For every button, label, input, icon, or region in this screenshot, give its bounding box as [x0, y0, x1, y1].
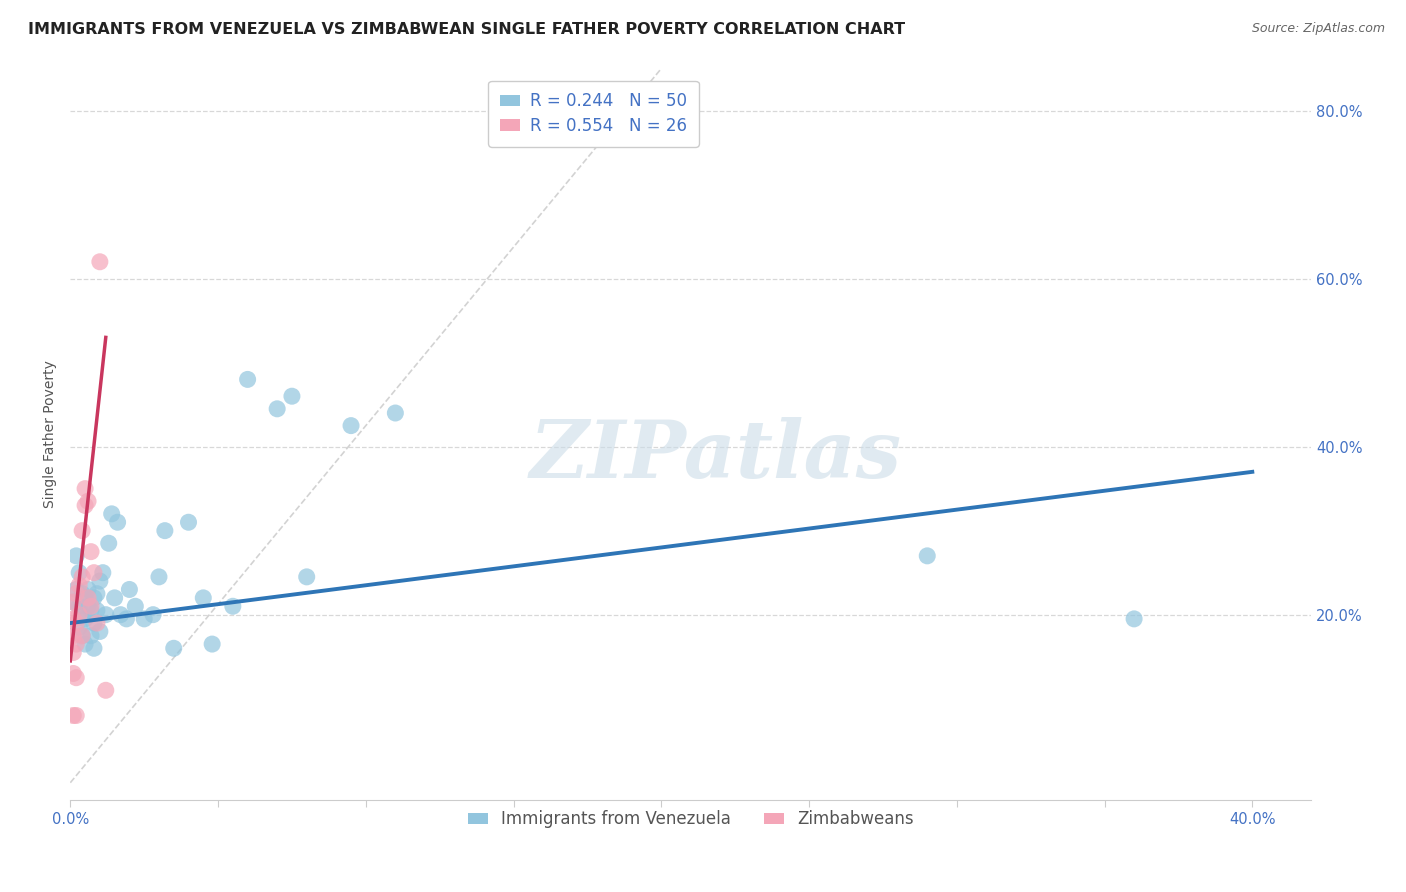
Point — [65, 708, 87, 723]
Point — [75, 591, 97, 605]
Point — [70, 524, 93, 538]
Point — [62, 629, 84, 643]
Point — [83, 616, 105, 631]
Point — [75, 637, 97, 651]
Point — [67, 566, 90, 580]
Point — [70, 629, 93, 643]
Point — [110, 607, 132, 622]
Point — [62, 595, 84, 609]
Point — [70, 587, 93, 601]
Text: IMMIGRANTS FROM VENEZUELA VS ZIMBABWEAN SINGLE FATHER POVERTY CORRELATION CHART: IMMIGRANTS FROM VENEZUELA VS ZIMBABWEAN … — [28, 22, 905, 37]
Point — [86, 616, 108, 631]
Point — [193, 591, 215, 605]
Point — [107, 515, 129, 529]
Point — [80, 629, 103, 643]
Point — [65, 582, 87, 597]
Point — [91, 566, 114, 580]
Text: ZIPatlas: ZIPatlas — [530, 417, 901, 495]
Point — [75, 612, 97, 626]
Point — [83, 591, 105, 605]
Point — [142, 607, 165, 622]
Point — [115, 612, 138, 626]
Point — [104, 591, 127, 605]
Point — [94, 683, 117, 698]
Point — [67, 620, 90, 634]
Point — [1123, 612, 1146, 626]
Point — [75, 482, 97, 496]
Point — [80, 544, 103, 558]
Y-axis label: Single Father Poverty: Single Father Poverty — [44, 360, 58, 508]
Point — [89, 624, 111, 639]
Point — [100, 507, 122, 521]
Point — [80, 599, 103, 614]
Point — [384, 406, 406, 420]
Point — [70, 570, 93, 584]
Point — [67, 599, 90, 614]
Point — [62, 645, 84, 659]
Point — [236, 372, 259, 386]
Point — [77, 591, 100, 605]
Point — [86, 587, 108, 601]
Point — [75, 499, 97, 513]
Point — [295, 570, 318, 584]
Point — [70, 629, 93, 643]
Point — [915, 549, 938, 563]
Point — [177, 515, 200, 529]
Point — [67, 607, 90, 622]
Point — [118, 582, 141, 597]
Point — [65, 549, 87, 563]
Point — [77, 599, 100, 614]
Point — [83, 566, 105, 580]
Point — [153, 524, 176, 538]
Point — [65, 616, 87, 631]
Point — [65, 671, 87, 685]
Legend: Immigrants from Venezuela, Zimbabweans: Immigrants from Venezuela, Zimbabweans — [461, 804, 921, 835]
Point — [89, 254, 111, 268]
Point — [124, 599, 146, 614]
Point — [67, 578, 90, 592]
Point — [163, 641, 186, 656]
Point — [134, 612, 156, 626]
Point — [340, 418, 363, 433]
Point — [62, 666, 84, 681]
Point — [62, 612, 84, 626]
Point — [89, 574, 111, 588]
Point — [83, 641, 105, 656]
Point — [77, 582, 100, 597]
Point — [266, 401, 288, 416]
Point — [62, 708, 84, 723]
Point — [222, 599, 245, 614]
Point — [97, 536, 120, 550]
Point — [62, 595, 84, 609]
Point — [281, 389, 304, 403]
Text: Source: ZipAtlas.com: Source: ZipAtlas.com — [1251, 22, 1385, 36]
Point — [80, 603, 103, 617]
Point — [148, 570, 170, 584]
Point — [94, 607, 117, 622]
Point — [65, 637, 87, 651]
Point — [65, 587, 87, 601]
Point — [86, 603, 108, 617]
Point — [201, 637, 224, 651]
Point — [77, 494, 100, 508]
Point — [70, 607, 93, 622]
